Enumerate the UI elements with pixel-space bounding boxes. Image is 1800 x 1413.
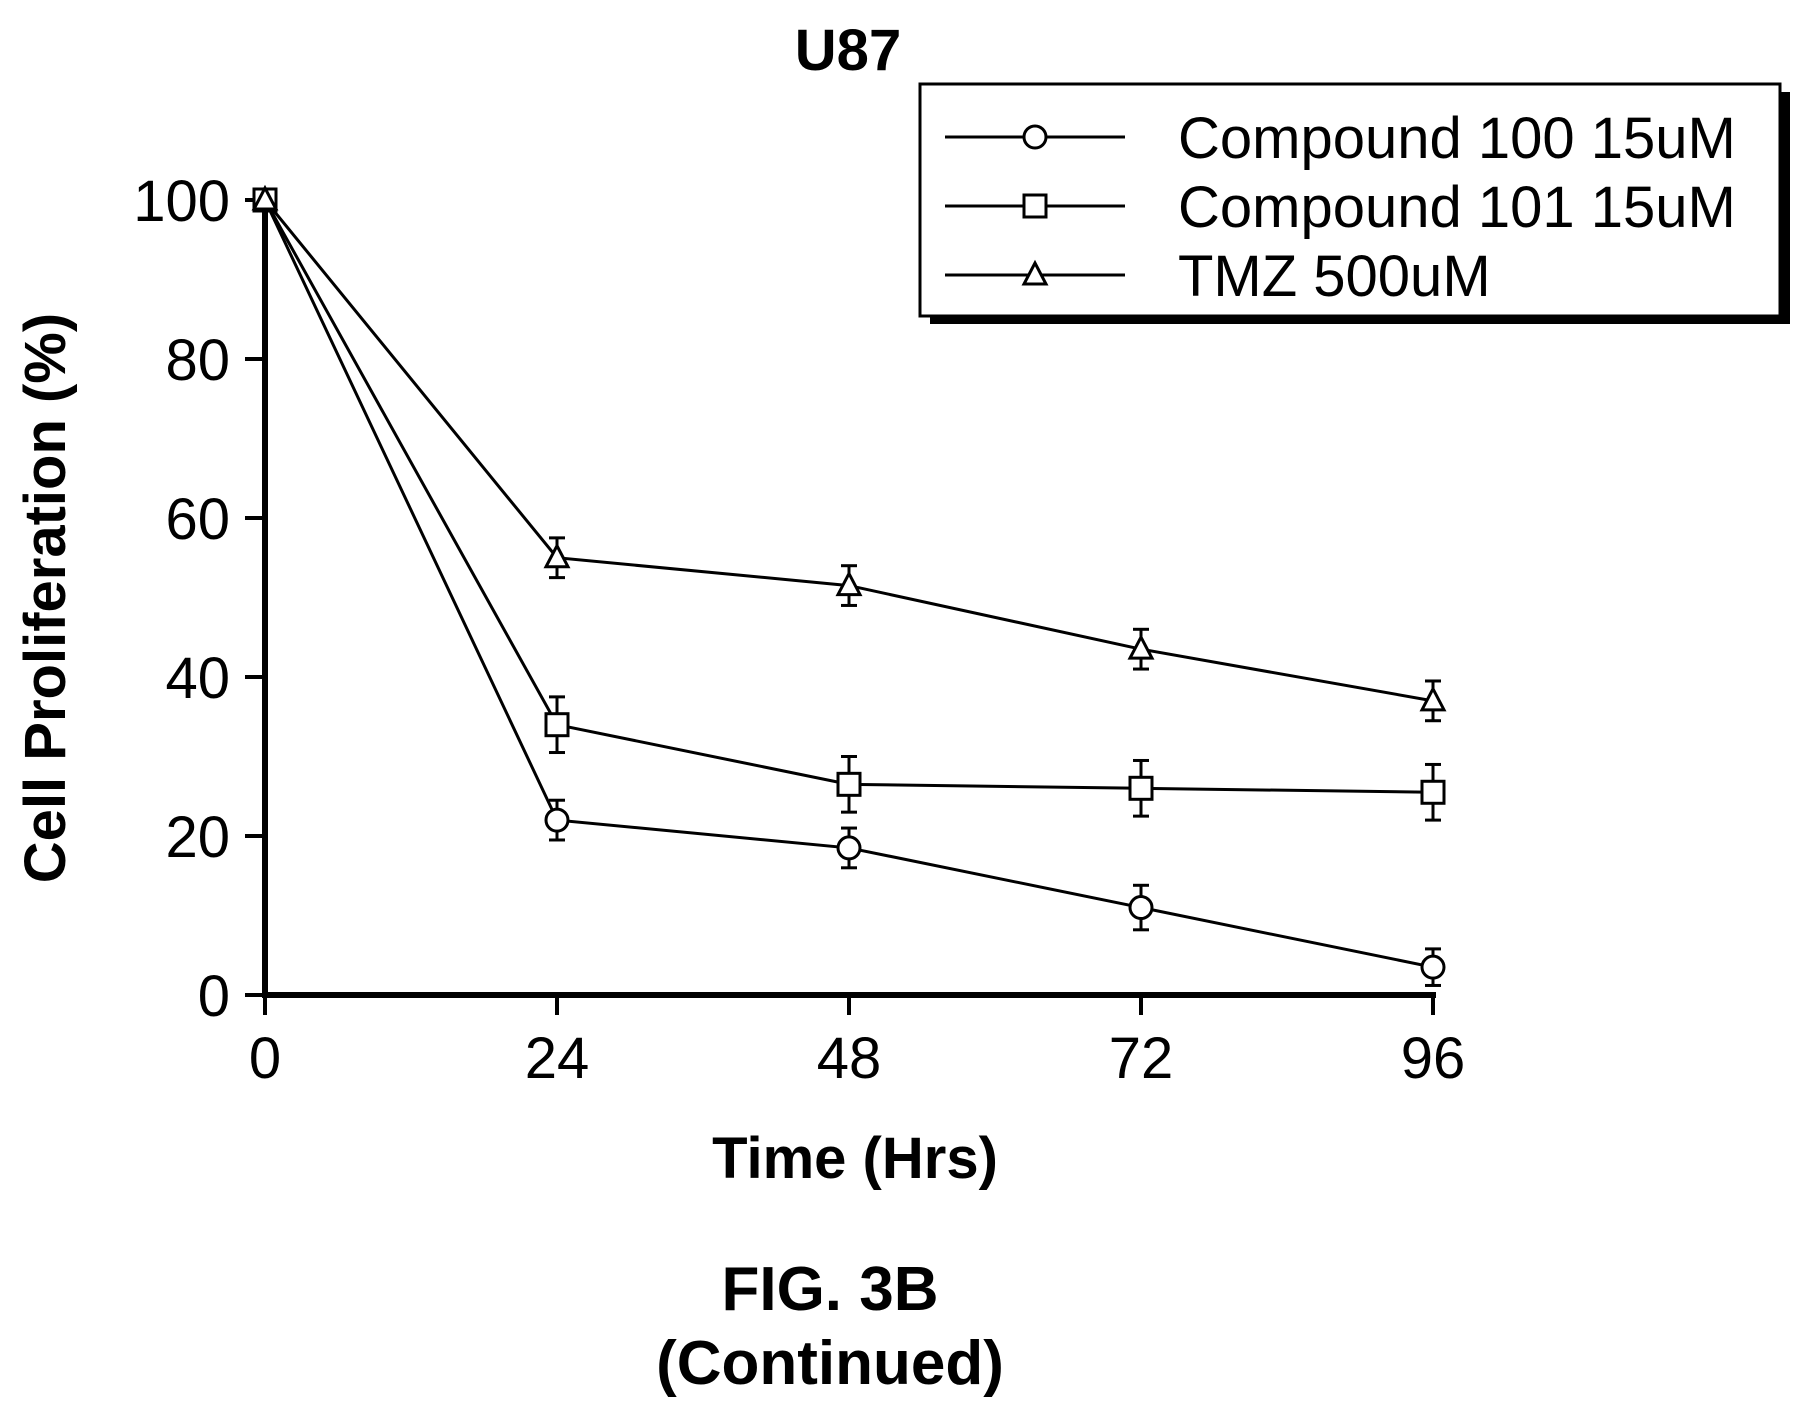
x-tick-label: 48 bbox=[817, 1026, 882, 1091]
data-point-circle bbox=[836, 835, 862, 861]
x-tick-label: 72 bbox=[1109, 1026, 1174, 1091]
data-point-triangle bbox=[251, 184, 279, 211]
legend-marker-circle bbox=[1022, 124, 1048, 150]
y-tick-label: 40 bbox=[165, 646, 230, 711]
chart-title: U87 bbox=[795, 18, 901, 83]
x-tick-label: 96 bbox=[1401, 1026, 1466, 1091]
y-tick-label: 100 bbox=[133, 169, 230, 234]
y-tick-label: 0 bbox=[198, 964, 230, 1029]
y-axis-label: Cell Proliferation (%) bbox=[13, 313, 78, 883]
x-tick-label: 0 bbox=[249, 1026, 281, 1091]
data-point-triangle bbox=[835, 570, 863, 597]
data-point-triangle bbox=[543, 542, 571, 569]
data-point-triangle bbox=[1127, 633, 1155, 660]
data-point-circle bbox=[544, 807, 570, 833]
data-point-square bbox=[836, 771, 862, 797]
y-tick-label: 20 bbox=[165, 805, 230, 870]
legend-box bbox=[918, 82, 1782, 318]
legend-marker-triangle bbox=[1021, 259, 1049, 286]
x-ticks: 0 24 48 72 96 bbox=[249, 995, 1465, 1091]
x-tick-label: 24 bbox=[525, 1026, 590, 1091]
legend-marker-square bbox=[1022, 193, 1048, 219]
y-ticks: 0 20 40 60 80 100 bbox=[133, 169, 265, 1029]
figure-caption-line2: (Continued) bbox=[656, 1329, 1004, 1398]
data-point-square bbox=[1128, 775, 1154, 801]
legend-label: Compound 101 15uM bbox=[1178, 175, 1736, 240]
x-axis-label: Time (Hrs) bbox=[712, 1126, 998, 1191]
legend-label: Compound 100 15uM bbox=[1178, 106, 1736, 171]
data-point-square bbox=[544, 712, 570, 738]
data-point-square bbox=[1420, 779, 1446, 805]
data-point-circle bbox=[1128, 895, 1154, 921]
y-tick-label: 80 bbox=[165, 328, 230, 393]
series-triangle bbox=[251, 184, 1447, 723]
data-point-circle bbox=[1420, 954, 1446, 980]
figure-caption-line1: FIG. 3B bbox=[721, 1255, 938, 1324]
series-group bbox=[251, 184, 1447, 987]
series-square bbox=[252, 187, 1446, 822]
data-point-triangle bbox=[1419, 685, 1447, 712]
y-tick-label: 60 bbox=[165, 487, 230, 552]
legend-label: TMZ 500uM bbox=[1178, 244, 1491, 309]
